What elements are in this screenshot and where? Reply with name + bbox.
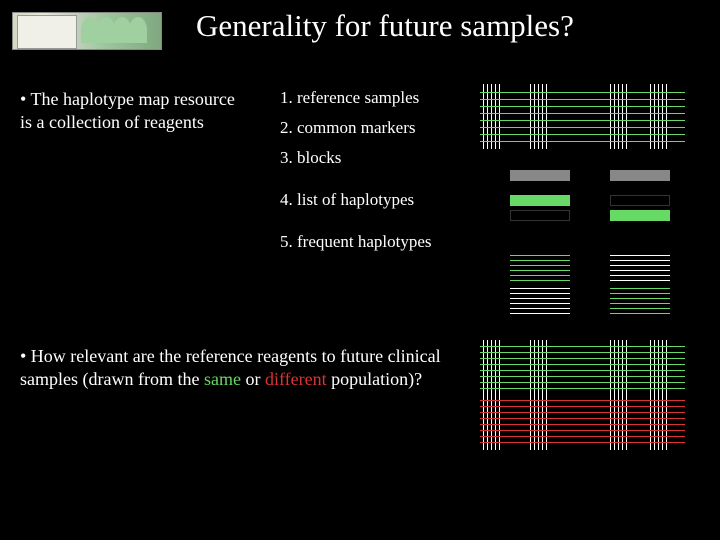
bullet-question: • How relevant are the reference reagent… (20, 345, 450, 392)
q-post: population)? (327, 369, 422, 389)
q-same: same (204, 369, 241, 389)
bullet-reagents: • The haplotype map resource is a collec… (20, 88, 250, 135)
diagram-blocks (480, 155, 685, 245)
list-item-4: 4. list of haplotypes (280, 190, 432, 210)
diagram-future-samples (480, 340, 685, 450)
list-item-1: 1. reference samples (280, 88, 432, 108)
diagram-reference-samples (480, 84, 685, 149)
q-diff: different (265, 369, 327, 389)
list-item-5: 5. frequent haplotypes (280, 232, 432, 252)
slide-title: Generality for future samples? (196, 8, 574, 44)
numbered-list: 1. reference samples 2. common markers 3… (280, 88, 432, 262)
q-mid: or (241, 369, 265, 389)
hapmap-logo (12, 12, 162, 50)
diagram-haplotypes (480, 250, 685, 320)
list-item-3: 3. blocks (280, 148, 432, 168)
list-item-2: 2. common markers (280, 118, 432, 138)
